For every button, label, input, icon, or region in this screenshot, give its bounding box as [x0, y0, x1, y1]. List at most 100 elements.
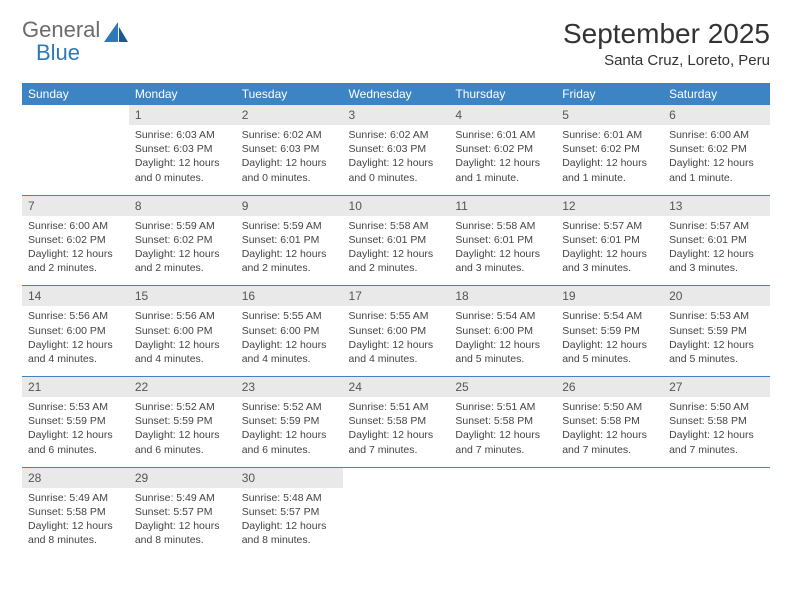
day-content-cell: Sunrise: 5:50 AMSunset: 5:58 PMDaylight:…	[663, 397, 770, 467]
sunset-line: Sunset: 6:00 PM	[349, 324, 444, 338]
title-block: September 2025 Santa Cruz, Loreto, Peru	[563, 18, 770, 69]
daylight-line: Daylight: 12 hours and 0 minutes.	[242, 156, 337, 184]
page-subtitle: Santa Cruz, Loreto, Peru	[563, 52, 770, 69]
sunrise-line: Sunrise: 6:01 AM	[562, 128, 657, 142]
day-content-cell: Sunrise: 6:01 AMSunset: 6:02 PMDaylight:…	[449, 125, 556, 195]
day-number-cell: 13	[663, 195, 770, 216]
sunset-line: Sunset: 6:02 PM	[669, 142, 764, 156]
sunset-line: Sunset: 6:00 PM	[28, 324, 123, 338]
day-content-cell: Sunrise: 5:59 AMSunset: 6:02 PMDaylight:…	[129, 216, 236, 286]
day-number-cell	[663, 467, 770, 488]
day-number-cell	[449, 467, 556, 488]
sunrise-line: Sunrise: 6:02 AM	[242, 128, 337, 142]
day-content-cell: Sunrise: 5:55 AMSunset: 6:00 PMDaylight:…	[236, 306, 343, 376]
day-content-cell: Sunrise: 5:57 AMSunset: 6:01 PMDaylight:…	[556, 216, 663, 286]
day-content-cell: Sunrise: 6:00 AMSunset: 6:02 PMDaylight:…	[663, 125, 770, 195]
sunset-line: Sunset: 6:01 PM	[562, 233, 657, 247]
day-content-cell: Sunrise: 5:49 AMSunset: 5:57 PMDaylight:…	[129, 488, 236, 558]
sunrise-line: Sunrise: 5:58 AM	[455, 219, 550, 233]
daylight-line: Daylight: 12 hours and 6 minutes.	[135, 428, 230, 456]
day-content-cell: Sunrise: 5:58 AMSunset: 6:01 PMDaylight:…	[449, 216, 556, 286]
sunset-line: Sunset: 5:59 PM	[669, 324, 764, 338]
daylight-line: Daylight: 12 hours and 3 minutes.	[669, 247, 764, 275]
sunrise-line: Sunrise: 5:51 AM	[349, 400, 444, 414]
daylight-line: Daylight: 12 hours and 6 minutes.	[28, 428, 123, 456]
daylight-line: Daylight: 12 hours and 1 minute.	[669, 156, 764, 184]
day-content-cell: Sunrise: 5:52 AMSunset: 5:59 PMDaylight:…	[129, 397, 236, 467]
day-content-cell: Sunrise: 5:52 AMSunset: 5:59 PMDaylight:…	[236, 397, 343, 467]
sunrise-line: Sunrise: 5:53 AM	[28, 400, 123, 414]
dow-thursday: Thursday	[449, 83, 556, 105]
day-number-cell: 26	[556, 377, 663, 398]
sunrise-line: Sunrise: 5:56 AM	[135, 309, 230, 323]
day-number-cell: 28	[22, 467, 129, 488]
page-title: September 2025	[563, 18, 770, 50]
day-content-cell	[663, 488, 770, 558]
day-number-cell: 12	[556, 195, 663, 216]
day-number-cell: 19	[556, 286, 663, 307]
daylight-line: Daylight: 12 hours and 5 minutes.	[562, 338, 657, 366]
day-content-cell: Sunrise: 6:02 AMSunset: 6:03 PMDaylight:…	[236, 125, 343, 195]
day-content-cell	[449, 488, 556, 558]
day-content-cell: Sunrise: 5:57 AMSunset: 6:01 PMDaylight:…	[663, 216, 770, 286]
day-number-cell	[343, 467, 450, 488]
sunrise-line: Sunrise: 5:59 AM	[135, 219, 230, 233]
dow-monday: Monday	[129, 83, 236, 105]
sunset-line: Sunset: 6:03 PM	[349, 142, 444, 156]
day-content-cell: Sunrise: 5:49 AMSunset: 5:58 PMDaylight:…	[22, 488, 129, 558]
day-number-cell: 2	[236, 105, 343, 125]
sunset-line: Sunset: 6:03 PM	[135, 142, 230, 156]
sunset-line: Sunset: 6:02 PM	[455, 142, 550, 156]
day-number-cell	[556, 467, 663, 488]
sunrise-line: Sunrise: 6:03 AM	[135, 128, 230, 142]
day-number-cell: 21	[22, 377, 129, 398]
sunrise-line: Sunrise: 5:54 AM	[455, 309, 550, 323]
day-number-cell	[22, 105, 129, 125]
daylight-line: Daylight: 12 hours and 3 minutes.	[455, 247, 550, 275]
sunrise-line: Sunrise: 5:49 AM	[135, 491, 230, 505]
day-number-cell: 6	[663, 105, 770, 125]
day-number-cell: 1	[129, 105, 236, 125]
daylight-line: Daylight: 12 hours and 2 minutes.	[349, 247, 444, 275]
sunrise-line: Sunrise: 5:58 AM	[349, 219, 444, 233]
daylight-line: Daylight: 12 hours and 1 minute.	[455, 156, 550, 184]
sunset-line: Sunset: 5:58 PM	[28, 505, 123, 519]
day-content-cell: Sunrise: 5:51 AMSunset: 5:58 PMDaylight:…	[343, 397, 450, 467]
day-number-cell: 23	[236, 377, 343, 398]
sunset-line: Sunset: 5:57 PM	[135, 505, 230, 519]
dow-saturday: Saturday	[663, 83, 770, 105]
day-number-row: 14151617181920	[22, 286, 770, 307]
day-number-cell: 30	[236, 467, 343, 488]
daylight-line: Daylight: 12 hours and 7 minutes.	[562, 428, 657, 456]
sunset-line: Sunset: 5:58 PM	[562, 414, 657, 428]
sunset-line: Sunset: 5:58 PM	[669, 414, 764, 428]
sunrise-line: Sunrise: 5:52 AM	[135, 400, 230, 414]
sunset-line: Sunset: 6:01 PM	[455, 233, 550, 247]
daylight-line: Daylight: 12 hours and 4 minutes.	[242, 338, 337, 366]
day-content-cell: Sunrise: 5:48 AMSunset: 5:57 PMDaylight:…	[236, 488, 343, 558]
sunrise-line: Sunrise: 6:00 AM	[28, 219, 123, 233]
logo: General Blue	[22, 18, 130, 64]
dow-friday: Friday	[556, 83, 663, 105]
sunrise-line: Sunrise: 5:52 AM	[242, 400, 337, 414]
day-number-cell: 24	[343, 377, 450, 398]
calendar-body: 123456Sunrise: 6:03 AMSunset: 6:03 PMDay…	[22, 105, 770, 557]
sunset-line: Sunset: 6:01 PM	[349, 233, 444, 247]
day-content-cell	[343, 488, 450, 558]
day-content-cell: Sunrise: 5:56 AMSunset: 6:00 PMDaylight:…	[22, 306, 129, 376]
day-number-cell: 7	[22, 195, 129, 216]
sunrise-line: Sunrise: 6:01 AM	[455, 128, 550, 142]
day-of-week-row: Sunday Monday Tuesday Wednesday Thursday…	[22, 83, 770, 105]
day-number-cell: 27	[663, 377, 770, 398]
day-content-cell: Sunrise: 5:59 AMSunset: 6:01 PMDaylight:…	[236, 216, 343, 286]
day-number-cell: 29	[129, 467, 236, 488]
sunrise-line: Sunrise: 5:55 AM	[349, 309, 444, 323]
daylight-line: Daylight: 12 hours and 2 minutes.	[135, 247, 230, 275]
day-number-cell: 14	[22, 286, 129, 307]
sunset-line: Sunset: 6:02 PM	[28, 233, 123, 247]
day-number-cell: 8	[129, 195, 236, 216]
logo-word-2: Blue	[36, 41, 100, 64]
day-content-cell: Sunrise: 5:58 AMSunset: 6:01 PMDaylight:…	[343, 216, 450, 286]
sunset-line: Sunset: 6:00 PM	[135, 324, 230, 338]
sunrise-line: Sunrise: 5:55 AM	[242, 309, 337, 323]
